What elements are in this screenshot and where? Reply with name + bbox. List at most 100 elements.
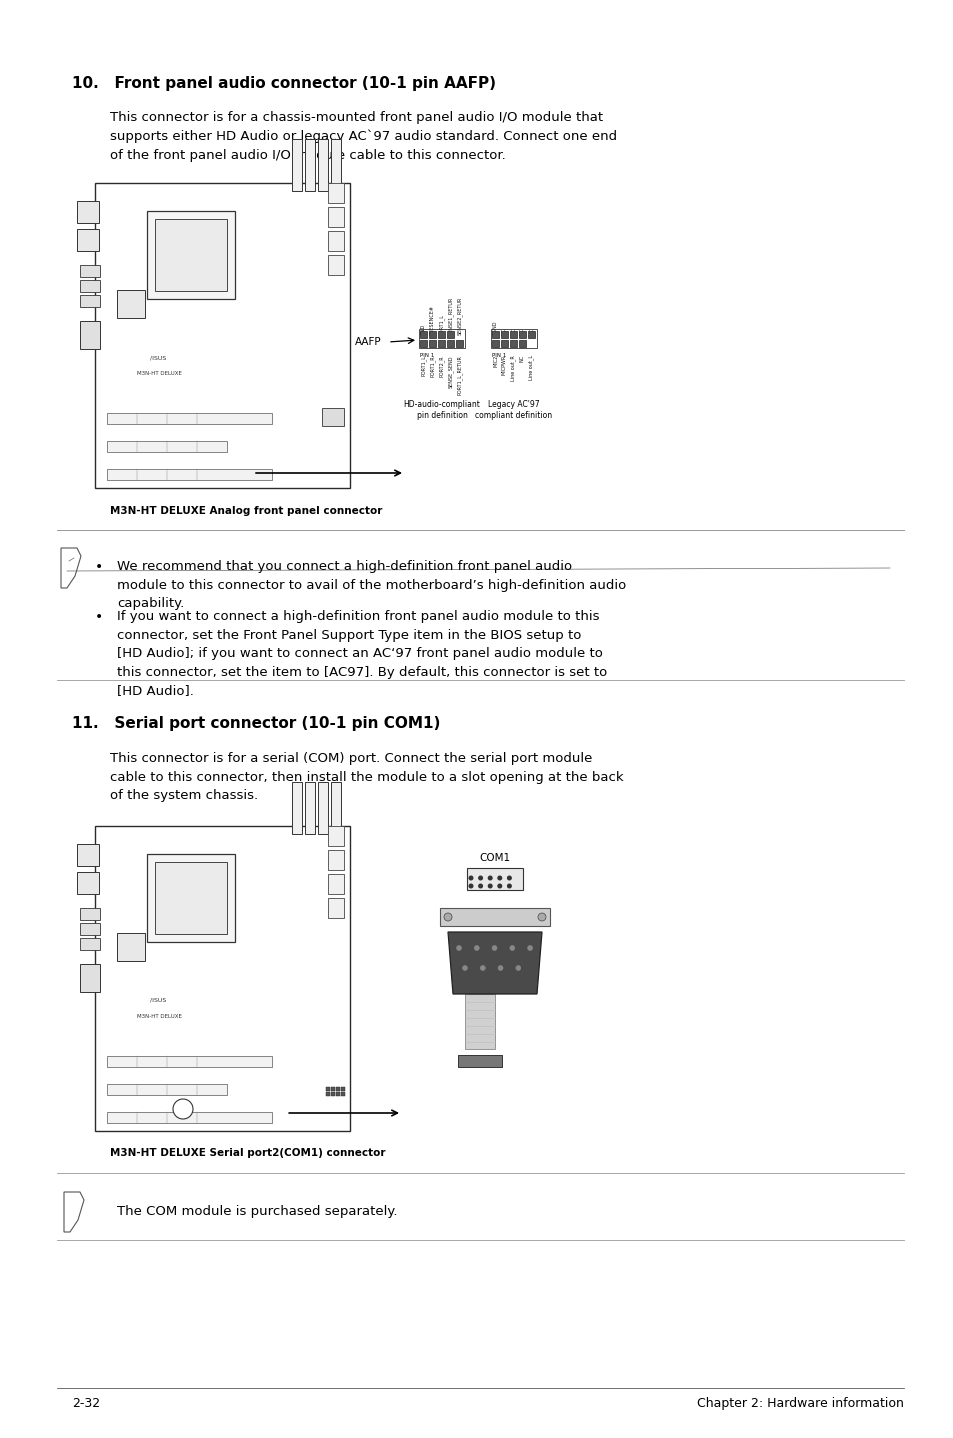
Bar bbox=[419, 331, 427, 338]
Text: 11.   Serial port connector (10-1 pin COM1): 11. Serial port connector (10-1 pin COM1… bbox=[71, 716, 440, 731]
Bar bbox=[335, 1091, 339, 1096]
Text: PORT1_L: PORT1_L bbox=[420, 355, 426, 375]
Circle shape bbox=[462, 965, 467, 971]
Text: M3N-HT DELUXE Analog front panel connector: M3N-HT DELUXE Analog front panel connect… bbox=[110, 506, 382, 516]
Circle shape bbox=[497, 965, 502, 971]
Bar bbox=[328, 255, 344, 275]
Bar bbox=[147, 211, 234, 299]
Circle shape bbox=[492, 946, 497, 951]
Text: PORT2_R: PORT2_R bbox=[438, 355, 444, 377]
Bar bbox=[154, 861, 227, 935]
Bar bbox=[340, 1087, 345, 1091]
Bar bbox=[107, 441, 227, 452]
Bar bbox=[331, 782, 340, 834]
Bar bbox=[500, 331, 507, 338]
Text: NC: NC bbox=[519, 355, 524, 362]
Bar bbox=[80, 321, 100, 349]
Text: NC: NC bbox=[501, 328, 506, 335]
Circle shape bbox=[469, 876, 473, 880]
Bar bbox=[80, 280, 100, 292]
Bar bbox=[80, 907, 100, 920]
Text: SENSE2_RETUR: SENSE2_RETUR bbox=[456, 296, 462, 335]
Text: AAFP: AAFP bbox=[355, 336, 381, 347]
Bar bbox=[439, 907, 550, 926]
Text: Line out_L: Line out_L bbox=[528, 355, 534, 380]
Text: Chapter 2: Hardware information: Chapter 2: Hardware information bbox=[697, 1396, 903, 1411]
Text: MIC2: MIC2 bbox=[493, 355, 497, 367]
Circle shape bbox=[516, 965, 520, 971]
Circle shape bbox=[443, 913, 452, 920]
Text: If you want to connect a high-definition front panel audio module to this
connec: If you want to connect a high-definition… bbox=[117, 610, 607, 697]
Bar bbox=[117, 290, 145, 318]
Text: SENSE1_RETUR: SENSE1_RETUR bbox=[447, 296, 453, 335]
Text: M3N-HT DELUXE: M3N-HT DELUXE bbox=[137, 371, 182, 375]
Text: •: • bbox=[95, 610, 103, 624]
Text: PRESENCE#: PRESENCE# bbox=[430, 305, 435, 335]
Text: COM1: COM1 bbox=[479, 853, 510, 863]
Bar bbox=[80, 963, 100, 992]
Bar bbox=[429, 331, 436, 338]
Text: The COM module is purchased separately.: The COM module is purchased separately. bbox=[117, 1205, 397, 1218]
Circle shape bbox=[488, 884, 492, 887]
Bar bbox=[328, 850, 344, 870]
Circle shape bbox=[507, 884, 511, 887]
Bar bbox=[467, 869, 522, 890]
Text: HD-audio-compliant
pin definition: HD-audio-compliant pin definition bbox=[403, 400, 480, 420]
Text: PORT1_R: PORT1_R bbox=[429, 355, 435, 377]
Bar bbox=[331, 139, 340, 191]
Bar bbox=[492, 339, 498, 347]
Bar bbox=[457, 1055, 501, 1067]
Bar bbox=[492, 331, 498, 338]
Text: SENSE_SEND: SENSE_SEND bbox=[447, 355, 453, 387]
Bar bbox=[305, 139, 314, 191]
Bar bbox=[326, 1087, 330, 1091]
Text: We recommend that you connect a high-definition front panel audio
module to this: We recommend that you connect a high-def… bbox=[117, 559, 625, 610]
Text: This connector is for a chassis-mounted front panel audio I/O module that
suppor: This connector is for a chassis-mounted … bbox=[110, 111, 617, 162]
Bar bbox=[147, 854, 234, 942]
Circle shape bbox=[497, 884, 501, 887]
Bar bbox=[77, 201, 99, 223]
Text: MICPWR: MICPWR bbox=[501, 355, 506, 375]
Bar bbox=[107, 413, 272, 424]
Bar bbox=[500, 339, 507, 347]
Bar bbox=[328, 232, 344, 252]
Bar bbox=[437, 339, 444, 347]
Bar bbox=[322, 408, 344, 426]
Text: •: • bbox=[95, 559, 103, 574]
Bar bbox=[328, 897, 344, 917]
Circle shape bbox=[479, 965, 485, 971]
Bar bbox=[292, 139, 302, 191]
Bar bbox=[335, 1087, 339, 1091]
Bar bbox=[154, 219, 227, 290]
Bar bbox=[77, 844, 99, 866]
Bar bbox=[464, 994, 495, 1048]
Bar bbox=[77, 871, 99, 894]
Bar bbox=[518, 339, 525, 347]
Text: Legacy AC'97
compliant definition: Legacy AC'97 compliant definition bbox=[475, 400, 552, 420]
Circle shape bbox=[497, 876, 501, 880]
Text: PIN 1: PIN 1 bbox=[419, 352, 434, 358]
Bar bbox=[527, 331, 535, 338]
Bar bbox=[447, 339, 454, 347]
Circle shape bbox=[478, 876, 482, 880]
Bar bbox=[80, 923, 100, 935]
Bar bbox=[317, 139, 328, 191]
Bar bbox=[510, 339, 517, 347]
Text: PORT1_L: PORT1_L bbox=[438, 313, 444, 335]
Text: PORT1_L_RETUR: PORT1_L_RETUR bbox=[456, 355, 462, 395]
Text: 2-32: 2-32 bbox=[71, 1396, 100, 1411]
Polygon shape bbox=[448, 932, 541, 994]
Text: This connector is for a serial (COM) port. Connect the serial port module
cable : This connector is for a serial (COM) por… bbox=[110, 752, 623, 802]
Text: NC: NC bbox=[519, 328, 524, 335]
Bar bbox=[95, 825, 350, 1132]
Bar bbox=[328, 183, 344, 203]
Circle shape bbox=[172, 1099, 193, 1119]
Bar bbox=[447, 331, 454, 338]
Bar bbox=[117, 933, 145, 961]
Bar bbox=[107, 1112, 272, 1123]
Circle shape bbox=[527, 946, 532, 951]
Bar bbox=[328, 825, 344, 846]
Text: Line out_R: Line out_R bbox=[510, 355, 516, 381]
Bar bbox=[107, 1084, 227, 1094]
Text: AGND: AGND bbox=[493, 321, 497, 335]
